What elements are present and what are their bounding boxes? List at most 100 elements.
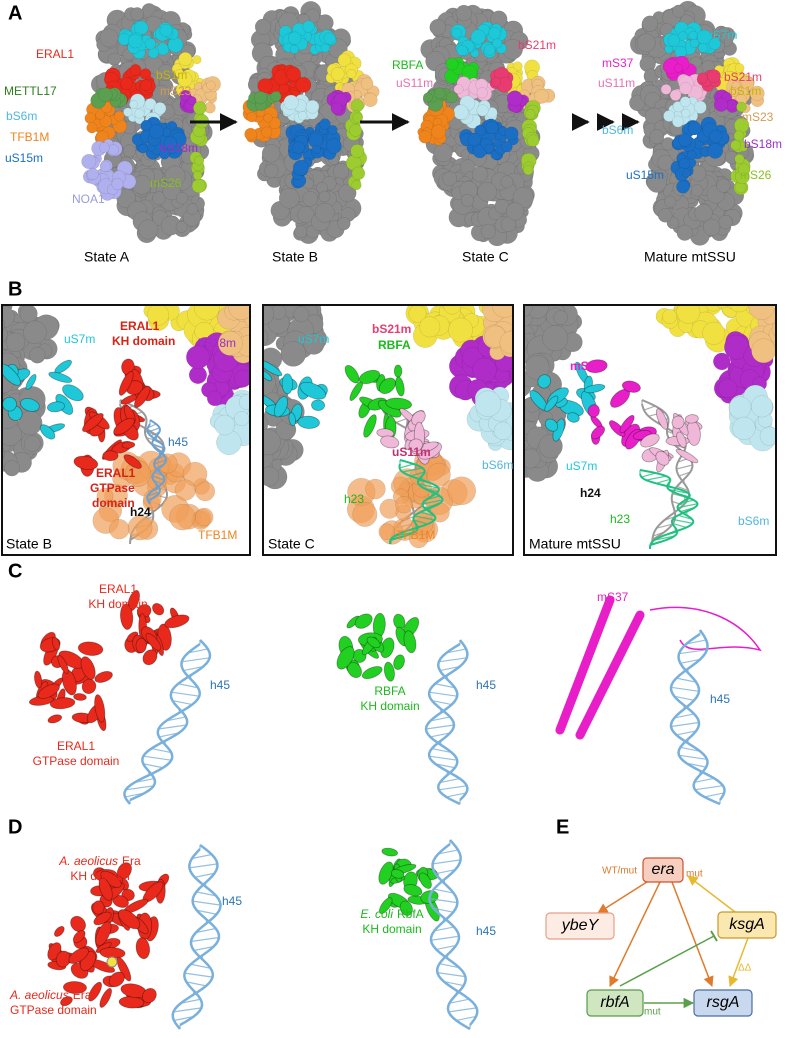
shape (395, 417, 408, 424)
shape (288, 31, 302, 45)
shape (663, 110, 676, 122)
shape (187, 96, 197, 106)
edge-label: mut (686, 869, 703, 880)
state-title: State B (272, 249, 318, 265)
shape (430, 935, 460, 941)
shape (393, 654, 405, 670)
shape (523, 165, 534, 176)
shape (175, 220, 188, 233)
shape (673, 63, 683, 73)
shape (179, 843, 221, 1027)
shape (302, 20, 315, 33)
label: GTPase domain (10, 1003, 97, 1017)
shape (152, 602, 165, 616)
shape (438, 785, 467, 791)
shape (676, 224, 693, 241)
shape (678, 31, 688, 42)
shape (669, 89, 682, 101)
label: mS37 (602, 56, 634, 70)
shape (500, 175, 514, 189)
shape (159, 23, 173, 37)
shape (438, 657, 467, 663)
shape (736, 101, 747, 113)
shape (488, 26, 501, 40)
shape (643, 405, 656, 411)
shape (140, 79, 152, 91)
panel-b-art (525, 306, 775, 550)
shape (86, 122, 98, 134)
shape (749, 85, 765, 101)
label: bS6m (6, 109, 37, 123)
shape (729, 87, 739, 97)
species: A. aeolicus (9, 988, 69, 1002)
label: TFB1M (10, 130, 49, 144)
shape (94, 671, 113, 683)
shape (432, 859, 461, 865)
shape (190, 936, 220, 943)
label: bS21m (724, 70, 762, 84)
shape (350, 144, 365, 159)
panel-b-art (3, 306, 249, 545)
shape (323, 32, 336, 45)
shape (525, 109, 536, 120)
label: GTPase (90, 481, 135, 495)
shape (687, 150, 697, 160)
shape (672, 4, 686, 18)
shape (319, 118, 331, 130)
shape (678, 754, 708, 760)
shape (167, 37, 184, 53)
shape (86, 167, 99, 181)
shape (670, 686, 700, 692)
shape (667, 34, 681, 47)
shape (186, 203, 199, 215)
label: h45 (210, 678, 230, 692)
protein: RbfA (397, 907, 424, 921)
state-title: State C (462, 249, 509, 265)
shape (292, 159, 309, 176)
label: bS1m (156, 68, 187, 82)
shape (337, 217, 351, 231)
shape (512, 61, 523, 72)
shape (193, 101, 207, 115)
shape (158, 724, 187, 730)
shape (178, 52, 193, 67)
label: A. aeolicus Era (9, 988, 92, 1002)
shape (283, 94, 299, 111)
shape (678, 649, 708, 655)
shape (419, 316, 441, 338)
label: uS11m (598, 76, 635, 90)
shape (676, 180, 690, 194)
shape (314, 202, 335, 223)
shape (733, 130, 745, 142)
label: mS26 (150, 176, 182, 190)
shape (646, 475, 667, 481)
shape (352, 112, 363, 123)
label: h45 (476, 924, 496, 938)
shape (298, 111, 308, 121)
shape (289, 44, 299, 55)
label: GTPase domain (33, 754, 120, 768)
shape (157, 453, 178, 474)
shape (751, 338, 775, 364)
shape (311, 399, 326, 411)
network: era ybeY ksgA rbfA rsgA WT/mut mut ΔΔ mu… (545, 857, 777, 1018)
shape (186, 345, 210, 369)
shape (542, 325, 569, 352)
shape (477, 182, 497, 202)
shape (192, 170, 203, 181)
shape (525, 306, 534, 317)
shape (254, 18, 272, 36)
shape (484, 143, 495, 154)
shape (3, 396, 17, 412)
shape (109, 518, 130, 540)
shape (281, 373, 294, 395)
shape (534, 88, 549, 104)
shape (504, 126, 519, 141)
edge (597, 879, 651, 914)
shape (153, 102, 167, 115)
label: h45 (168, 435, 188, 449)
label: h45 (476, 678, 496, 692)
shape (453, 84, 464, 95)
shape (129, 64, 142, 76)
shape (671, 115, 684, 128)
